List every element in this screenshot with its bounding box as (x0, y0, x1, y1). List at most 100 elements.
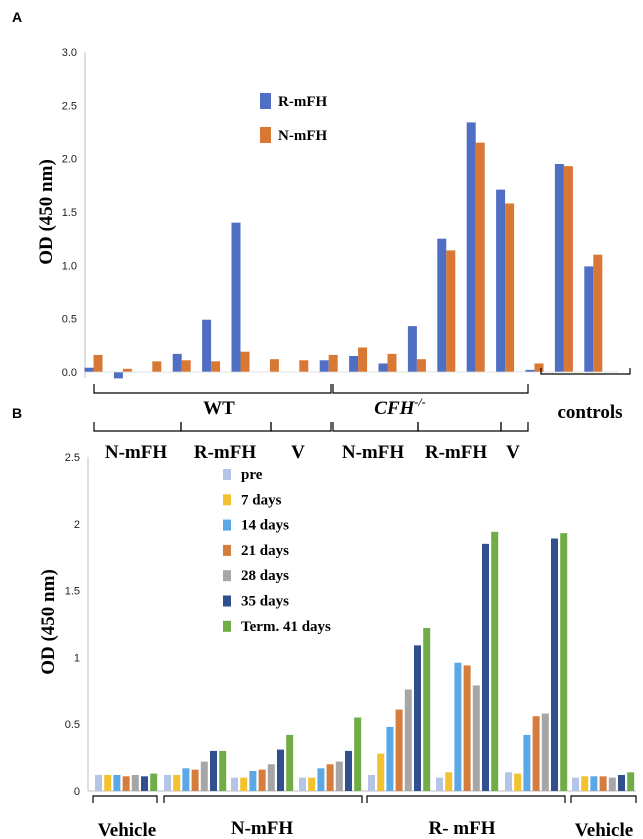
panel-a-bracket-nmfh-cfh (332, 422, 419, 432)
panel-b-legend-swatch (223, 544, 231, 556)
panel-a-sub-nmfh-cfh: N-mFH (342, 442, 404, 463)
panel-b-bar (560, 533, 568, 791)
panel-b-bar (240, 777, 248, 791)
panel-b-legend-label: 7 days (241, 492, 282, 508)
panel-b-ytick-label: 0.5 (65, 719, 80, 731)
panel-a-bar (231, 222, 241, 372)
panel-b-bar (581, 776, 589, 791)
panel-a-bar (534, 363, 544, 372)
panel-b-bar (505, 772, 512, 791)
panel-b-bar (463, 665, 471, 791)
panel-a-bar (446, 250, 456, 372)
panel-a-bracket-rmfh-wt (180, 422, 272, 432)
panel-b-bar (572, 777, 579, 791)
panel-a-ytick-label: 1.0 (62, 260, 77, 272)
panel-a-bracket-v-cfh (500, 422, 529, 432)
panel-a-bracket-wt (93, 384, 332, 394)
panel-b-bracket-nmfh (163, 795, 363, 803)
panel-b-bar (299, 777, 306, 791)
panel-b-bar (618, 774, 625, 791)
panel-a-bar (466, 122, 476, 373)
panel-b-ylabel: OD (450 nm) (38, 569, 59, 675)
panel-b-bar (627, 772, 635, 791)
panel-b-bar (590, 776, 598, 791)
panel-a-legend-swatch (260, 93, 271, 109)
panel-a-ytick-label: 3.0 (62, 47, 77, 59)
panel-a-bar (593, 254, 603, 372)
panel-a-sub-v-wt: V (291, 442, 305, 463)
panel-a-sub-rmfh-wt: R-mFH (194, 442, 256, 463)
panel-b-legend-label: 35 days (241, 594, 289, 610)
panel-a-group-cfh: CFH-/- (374, 395, 425, 419)
panel-a-bar (122, 368, 132, 372)
panel-b-bar (104, 774, 112, 791)
panel-b-legend-label: 14 days (241, 518, 289, 534)
panel-b-bar (414, 645, 421, 791)
panel-a-bracket-controls (540, 368, 631, 375)
panel-b-bar (173, 774, 181, 791)
panel-a-sub-v-cfh: V (506, 442, 520, 463)
panel-b-bar (472, 685, 480, 791)
panel-a-ytick-label: 1.5 (62, 207, 77, 219)
panel-b-bar (317, 768, 325, 791)
panel-b-bar (445, 772, 453, 791)
panel-b-bar (122, 776, 130, 791)
panel-a-bar (563, 166, 573, 372)
panel-b-bar (345, 750, 352, 791)
panel-a-bar (152, 361, 162, 372)
panel-b-group-nmfh: N-mFH (231, 818, 293, 839)
panel-b-bar (277, 749, 284, 791)
panel-b-group-rmfh: R- mFH (428, 818, 495, 839)
panel-a-group-wt: WT (203, 398, 235, 419)
panel-b-legend-swatch (223, 595, 231, 607)
panel-b-bar (386, 726, 394, 791)
panel-a-bar (407, 326, 417, 372)
panel-b-legend-label: pre (241, 467, 263, 483)
panel-a-legend-label: R-mFH (278, 94, 327, 110)
panel-b-bar (599, 776, 607, 791)
panel-b-ytick-label: 1 (74, 652, 80, 664)
panel-b-bar (141, 776, 148, 791)
panel-a-bar (328, 354, 338, 372)
panel-b-bar (395, 709, 403, 791)
panel-a-bar (113, 372, 123, 379)
panel-a-legend-swatch (260, 127, 271, 143)
panel-b-bar (491, 531, 499, 791)
panel-b-bar (514, 773, 522, 791)
panel-b-group-vehicle-2: Vehicle (575, 820, 633, 839)
panel-b-bracket-rmfh (366, 795, 566, 803)
panel-b-bar (258, 769, 266, 791)
panel-b-bar (454, 662, 462, 791)
panel-b-bar (231, 777, 238, 791)
panel-a-bar (240, 351, 250, 372)
panel-b-bar (551, 538, 558, 791)
panel-b-bar (267, 764, 275, 791)
panel-b-bar (608, 777, 616, 791)
panel-a-ytick-label: 0.0 (62, 367, 77, 379)
panel-a-bracket-v-wt (270, 422, 332, 432)
panel-b-bar (404, 689, 412, 791)
panel-b-legend-label: 21 days (241, 543, 289, 559)
panel-a-bar (475, 142, 485, 372)
panel-b-bar (326, 764, 334, 791)
panel-b-bar (131, 774, 139, 791)
panel-a-label: A (12, 9, 22, 25)
panel-b-bar (200, 761, 208, 791)
panel-b-bar (377, 753, 385, 791)
panel-b-bar (95, 774, 102, 791)
panel-b-bar (249, 770, 257, 791)
panel-b-bracket-vehicle-1 (92, 795, 158, 803)
panel-b-bar (354, 717, 362, 791)
panel-a-sub-rmfh-cfh: R-mFH (425, 442, 487, 463)
panel-b-bar (523, 734, 531, 791)
panel-a-bar (525, 369, 535, 372)
panel-a-group-controls: controls (557, 402, 622, 423)
panel-a-bar (319, 360, 329, 372)
panel-b-bar (150, 773, 158, 791)
panel-b-label: B (12, 405, 22, 421)
panel-a-bar (84, 367, 94, 372)
panel-a-sub-nmfh-wt: N-mFH (105, 442, 167, 463)
cfh-superscript: -/- (414, 395, 425, 409)
panel-b-legend-swatch (223, 519, 231, 531)
